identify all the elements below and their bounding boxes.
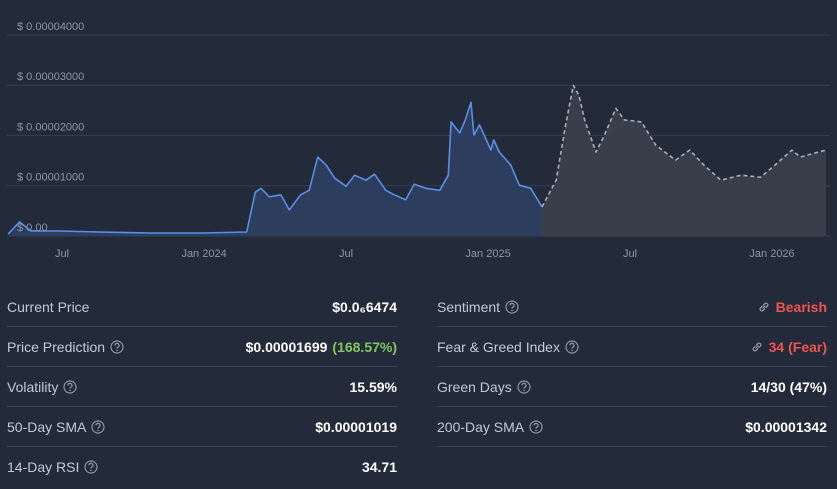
stat-row: Fear & Greed Index 34 (Fear) <box>437 327 827 367</box>
x-tick-label: Jul <box>339 248 353 260</box>
y-tick-label: $ 0.00 <box>17 222 48 234</box>
stat-label: Fear & Greed Index <box>437 338 560 355</box>
stat-row: 50-Day SMA $0.00001019 <box>7 407 397 447</box>
stat-row: Green Days 14/30 (47%) <box>437 367 827 407</box>
link-icon[interactable] <box>757 300 771 314</box>
stat-value: 14/30 (47%) <box>750 378 827 395</box>
help-icon[interactable] <box>505 299 519 314</box>
link-icon[interactable] <box>750 340 764 354</box>
area <box>8 102 543 236</box>
y-tick-label: $ 0.00002000 <box>17 121 84 133</box>
stat-label-group: 14-Day RSI <box>7 459 98 475</box>
stat-label: 14-Day RSI <box>7 459 80 475</box>
help-icon[interactable] <box>529 419 543 434</box>
chart: $ 0.00 $ 0.00001000 $ 0.00002000 $ 0.000030… <box>7 21 830 260</box>
line <box>541 84 827 208</box>
stat-row: Price Prediction $0.00001699 (168.57%) <box>7 327 397 367</box>
line <box>7 101 543 235</box>
stat-label-group: 50-Day SMA <box>7 419 105 435</box>
x-tick-label: Jul <box>55 248 69 260</box>
help-icon[interactable] <box>91 419 105 434</box>
help-icon[interactable] <box>517 379 531 394</box>
stat-value: Bearish <box>775 298 827 315</box>
stat-row: 200-Day SMA $0.00001342 <box>437 407 827 447</box>
stat-label: 50-Day SMA <box>7 418 87 435</box>
help-icon[interactable] <box>110 339 124 354</box>
stat-value: $0.00001342 <box>745 418 827 435</box>
stat-label-group: Sentiment <box>437 299 519 315</box>
stat-label: Volatility <box>7 378 59 395</box>
stat-change: (168.57%) <box>332 338 397 355</box>
y-tick-label: $ 0.00003000 <box>17 71 84 83</box>
stat-label-group: Volatility <box>7 379 77 395</box>
x-tick-label: Jan 2026 <box>749 248 794 260</box>
x-tick-label: Jan 2025 <box>465 248 510 260</box>
help-icon[interactable] <box>565 339 579 354</box>
stat-row: Sentiment Bearish <box>437 287 827 327</box>
stat-label: Sentiment <box>437 298 501 315</box>
stat-value: $0.00001699 <box>245 338 328 355</box>
stat-value-group: Bearish <box>757 299 827 315</box>
stat-value: 15.59% <box>349 378 397 395</box>
stat-value: 34 (Fear) <box>768 338 827 355</box>
x-tick-label: Jan 2024 <box>181 248 226 260</box>
stat-label-group: 200-Day SMA <box>437 419 543 435</box>
stat-label-group: Fear & Greed Index <box>437 339 579 355</box>
stat-row: Current Price $0.0₆6474 <box>7 287 397 327</box>
stat-label-group: Green Days <box>437 379 531 395</box>
stat-value: $0.0₆6474 <box>332 298 397 315</box>
help-icon[interactable] <box>84 460 98 474</box>
y-tick-label: $ 0.00004000 <box>17 21 84 33</box>
stat-label: Green Days <box>437 378 512 395</box>
stat-label: 200-Day SMA <box>437 418 525 435</box>
stat-label: Current Price <box>7 298 90 315</box>
stat-value: 34.71 <box>361 459 397 475</box>
y-tick-label: $ 0.00001000 <box>17 172 84 184</box>
stat-row: 14-Day RSI 34.71 <box>7 447 397 487</box>
stat-value: $0.00001019 <box>315 418 397 435</box>
stat-value-group: 34 (Fear) <box>750 339 827 355</box>
help-icon[interactable] <box>63 379 77 394</box>
stat-label-group: Price Prediction <box>7 339 124 355</box>
area <box>542 85 826 236</box>
stat-label: Price Prediction <box>7 338 106 355</box>
stat-value-group: $0.00001699 (168.57%) <box>246 339 397 355</box>
stat-row: Volatility 15.59% <box>7 367 397 407</box>
x-tick-label: Jul <box>623 248 637 260</box>
